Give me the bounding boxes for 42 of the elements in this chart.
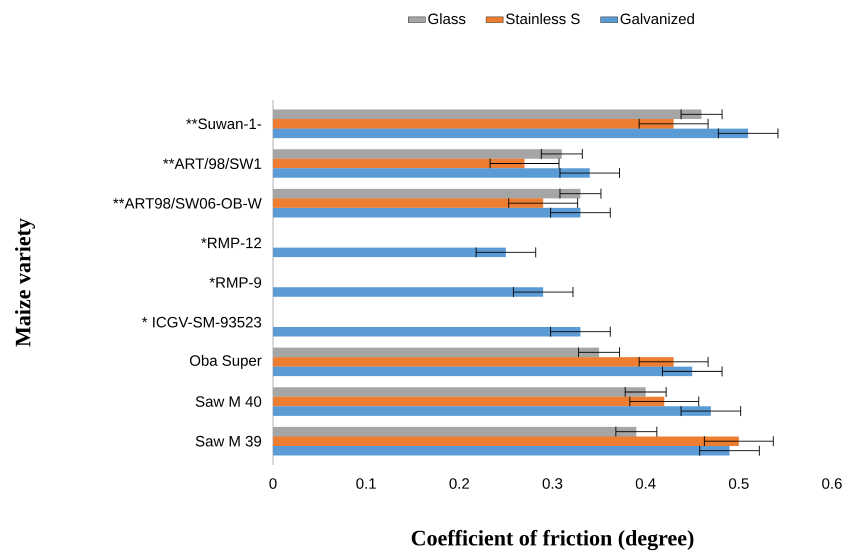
bar <box>272 436 739 446</box>
x-tick-label: 0.1 <box>356 478 376 489</box>
bar <box>272 119 674 129</box>
y-tick-label: Oba Super <box>190 354 262 369</box>
bar <box>272 357 674 367</box>
bar <box>272 168 590 178</box>
x-tick-label: 0.2 <box>449 478 470 489</box>
bar <box>272 326 580 336</box>
bar <box>272 396 664 406</box>
bar <box>272 446 730 456</box>
bar <box>272 248 506 258</box>
bar <box>272 366 692 376</box>
y-tick-label: *RMP-12 <box>201 238 262 248</box>
bar <box>272 387 646 397</box>
x-tick-label: 0.3 <box>542 478 562 489</box>
y-axis-title: Maize variety <box>14 218 36 347</box>
bar <box>272 128 748 138</box>
bar <box>272 406 711 416</box>
y-tick-label: **ART/98/SW1 <box>163 158 262 169</box>
x-tick-label: 0.5 <box>728 478 749 489</box>
y-tick-label: Saw M 40 <box>196 396 262 407</box>
y-tick-label: * ICGV-SM-93523 <box>142 316 262 328</box>
legend-label: Glass <box>428 13 466 24</box>
bar <box>272 158 525 168</box>
bar <box>272 198 544 208</box>
x-tick-label: 0.4 <box>636 478 656 489</box>
y-tick-label: **Suwan-1- <box>186 118 262 130</box>
bar <box>272 149 562 159</box>
bar <box>272 426 636 436</box>
x-tick-label: 0.6 <box>822 478 842 489</box>
bar <box>272 287 544 297</box>
legend-label: Galvanized <box>620 13 694 24</box>
x-axis-title: Coefficient of friction (degree) <box>412 530 694 550</box>
y-tick-label: **ART98/SW06-OB-W <box>113 198 262 209</box>
legend-label: Stainless S <box>506 13 580 24</box>
bar <box>272 110 702 120</box>
y-tick-label: *RMP-9 <box>210 277 262 288</box>
y-tick-label: Saw M 39 <box>196 436 262 447</box>
bar <box>272 188 580 198</box>
bar <box>272 208 580 218</box>
x-tick-label: 0 <box>269 478 277 489</box>
bar <box>272 348 600 358</box>
